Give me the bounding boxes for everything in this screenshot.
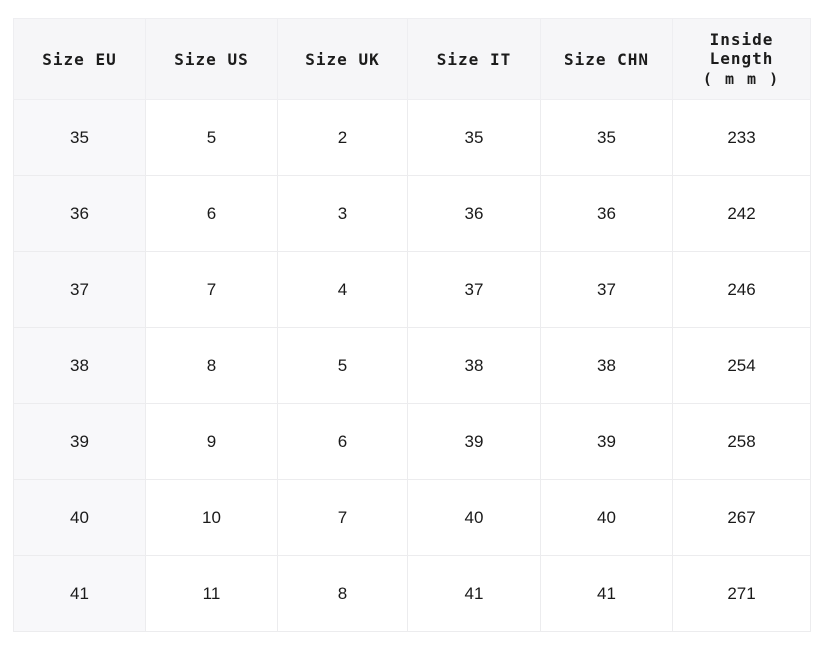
table-cell: 36 — [407, 175, 541, 252]
table-cell: 38 — [407, 327, 541, 404]
table-cell: 37 — [540, 251, 673, 328]
column-header-unit-label: ( m m ) — [702, 70, 781, 88]
column-header-inside-length: Inside Length ( m m ) — [672, 18, 811, 100]
table-cell: 5 — [145, 99, 278, 176]
table-cell: 6 — [145, 175, 278, 252]
table-cell: 242 — [672, 175, 811, 252]
table-cell: 40 — [540, 479, 673, 556]
table-cell: 5 — [277, 327, 408, 404]
column-header-size-eu: Size EU — [13, 18, 146, 100]
table-cell: 35 — [540, 99, 673, 176]
table-row: 41 11 8 41 41 271 — [13, 555, 811, 632]
column-header-size-chn: Size CHN — [540, 18, 673, 100]
table-row: 36 6 3 36 36 242 — [13, 175, 811, 252]
column-header-label: Inside Length — [709, 30, 774, 68]
table-cell: 35 — [407, 99, 541, 176]
table-row: 35 5 2 35 35 233 — [13, 99, 811, 176]
column-header-label: Size UK — [305, 49, 380, 69]
table-cell: 38 — [13, 327, 146, 404]
table-cell: 258 — [672, 403, 811, 480]
table-cell: 39 — [407, 403, 541, 480]
table-cell: 8 — [145, 327, 278, 404]
column-header-size-us: Size US — [145, 18, 278, 100]
table-cell: 8 — [277, 555, 408, 632]
table-cell: 271 — [672, 555, 811, 632]
table-cell: 38 — [540, 327, 673, 404]
table-cell: 41 — [540, 555, 673, 632]
table-row: 40 10 7 40 40 267 — [13, 479, 811, 556]
table-row: 38 8 5 38 38 254 — [13, 327, 811, 404]
table-cell: 41 — [407, 555, 541, 632]
column-header-label: Size CHN — [563, 49, 650, 69]
table-cell: 36 — [13, 175, 146, 252]
table-cell: 7 — [145, 251, 278, 328]
column-header-label: Size US — [174, 49, 249, 69]
table-cell: 40 — [407, 479, 541, 556]
table-cell: 4 — [277, 251, 408, 328]
table-cell: 39 — [540, 403, 673, 480]
table-cell: 7 — [277, 479, 408, 556]
table-cell: 2 — [277, 99, 408, 176]
table-cell: 39 — [13, 403, 146, 480]
table-cell: 6 — [277, 403, 408, 480]
table-cell: 11 — [145, 555, 278, 632]
table-cell: 41 — [13, 555, 146, 632]
table-cell: 246 — [672, 251, 811, 328]
column-header-label: Size IT — [436, 49, 512, 69]
table-cell: 35 — [13, 99, 146, 176]
header-row: Size EU Size US Size UK Size IT Size CHN… — [13, 18, 811, 100]
table-cell: 37 — [13, 251, 146, 328]
column-header-size-uk: Size UK — [277, 18, 408, 100]
table-cell: 3 — [277, 175, 408, 252]
table-cell: 40 — [13, 479, 146, 556]
table-cell: 9 — [145, 403, 278, 480]
column-header-size-it: Size IT — [407, 18, 541, 100]
table-cell: 267 — [672, 479, 811, 556]
table-cell: 37 — [407, 251, 541, 328]
column-header-label: Size EU — [42, 49, 117, 69]
table-cell: 10 — [145, 479, 278, 556]
table-row: 39 9 6 39 39 258 — [13, 403, 811, 480]
size-conversion-table: Size EU Size US Size UK Size IT Size CHN… — [13, 18, 811, 632]
table-cell: 254 — [672, 327, 811, 404]
table-cell: 233 — [672, 99, 811, 176]
table-row: 37 7 4 37 37 246 — [13, 251, 811, 328]
table-cell: 36 — [540, 175, 673, 252]
